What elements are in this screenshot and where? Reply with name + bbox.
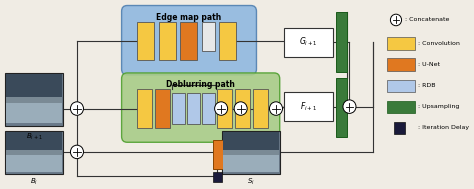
Text: $G_{i+1}$: $G_{i+1}$ bbox=[299, 36, 318, 48]
Bar bbox=[180, 22, 197, 60]
Bar bbox=[155, 89, 170, 128]
Bar bbox=[6, 155, 62, 172]
Circle shape bbox=[215, 102, 228, 115]
Circle shape bbox=[234, 102, 247, 115]
Bar bbox=[253, 89, 268, 128]
Circle shape bbox=[71, 145, 83, 159]
Bar bbox=[201, 93, 215, 124]
Bar bbox=[284, 92, 333, 121]
Text: Edge map path: Edge map path bbox=[156, 13, 221, 22]
Bar bbox=[159, 22, 175, 60]
Bar bbox=[6, 102, 62, 123]
Bar bbox=[213, 172, 222, 182]
Bar bbox=[172, 93, 185, 124]
Bar bbox=[394, 122, 405, 134]
Text: : Convolution: : Convolution bbox=[418, 41, 460, 46]
Circle shape bbox=[71, 102, 83, 115]
Bar bbox=[222, 131, 280, 174]
Circle shape bbox=[270, 102, 283, 115]
Bar bbox=[201, 22, 215, 51]
Circle shape bbox=[391, 14, 401, 26]
Bar bbox=[284, 28, 333, 57]
Text: $B_{i+1}$: $B_{i+1}$ bbox=[26, 132, 43, 142]
Bar bbox=[6, 97, 62, 103]
FancyBboxPatch shape bbox=[122, 5, 256, 75]
Bar bbox=[5, 131, 63, 174]
Bar bbox=[387, 101, 415, 113]
Bar bbox=[223, 150, 279, 155]
Text: : Iteration Delay: : Iteration Delay bbox=[418, 125, 469, 130]
Bar bbox=[387, 80, 415, 92]
Bar bbox=[223, 155, 279, 172]
Bar bbox=[218, 89, 232, 128]
Bar bbox=[6, 150, 62, 155]
Bar bbox=[235, 89, 250, 128]
Bar bbox=[5, 73, 63, 126]
Bar bbox=[137, 89, 152, 128]
Text: $B_i$: $B_i$ bbox=[30, 177, 38, 187]
Bar bbox=[213, 140, 226, 169]
Bar bbox=[387, 58, 415, 71]
Text: Deblurring path: Deblurring path bbox=[166, 80, 235, 89]
Bar bbox=[6, 74, 62, 98]
Bar bbox=[336, 12, 346, 72]
Circle shape bbox=[343, 100, 356, 113]
Bar bbox=[6, 132, 62, 151]
Bar bbox=[137, 22, 154, 60]
Text: : Concatenate: : Concatenate bbox=[405, 17, 450, 22]
Text: : Upsampling: : Upsampling bbox=[418, 104, 460, 109]
FancyBboxPatch shape bbox=[122, 73, 280, 142]
Text: $S_i$: $S_i$ bbox=[247, 177, 255, 187]
Bar bbox=[187, 93, 200, 124]
Text: $F_{i+1}$: $F_{i+1}$ bbox=[300, 100, 317, 113]
Bar bbox=[387, 37, 415, 50]
Bar bbox=[223, 132, 279, 151]
Bar bbox=[219, 22, 236, 60]
Text: : RDB: : RDB bbox=[418, 83, 436, 88]
Bar bbox=[336, 78, 346, 137]
Text: : U-Net: : U-Net bbox=[418, 62, 440, 67]
